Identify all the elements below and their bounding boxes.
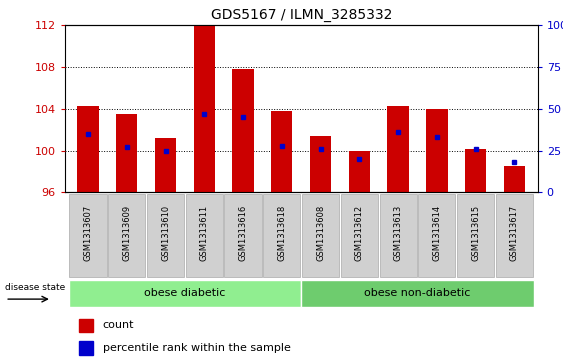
Text: disease state: disease state: [5, 283, 65, 291]
Title: GDS5167 / ILMN_3285332: GDS5167 / ILMN_3285332: [211, 8, 392, 22]
Text: percentile rank within the sample: percentile rank within the sample: [102, 343, 291, 353]
Bar: [387, 106, 409, 192]
Bar: [379, 194, 417, 277]
Text: GSM1313617: GSM1313617: [510, 205, 519, 261]
Text: GSM1313616: GSM1313616: [239, 205, 248, 261]
Bar: [69, 194, 106, 277]
Text: obese non-diabetic: obese non-diabetic: [364, 288, 471, 298]
Text: GSM1313609: GSM1313609: [122, 205, 131, 261]
Text: GSM1313607: GSM1313607: [83, 205, 92, 261]
Bar: [263, 194, 301, 277]
Bar: [465, 148, 486, 192]
Bar: [116, 114, 137, 192]
Bar: [79, 319, 93, 332]
Text: GSM1313618: GSM1313618: [278, 205, 287, 261]
Bar: [69, 280, 301, 307]
Bar: [496, 194, 533, 277]
Bar: [225, 194, 262, 277]
Text: GSM1313608: GSM1313608: [316, 205, 325, 261]
Bar: [348, 151, 370, 192]
Text: GSM1313610: GSM1313610: [161, 205, 170, 261]
Text: GSM1313613: GSM1313613: [394, 205, 403, 261]
Bar: [108, 194, 145, 277]
Bar: [341, 194, 378, 277]
Bar: [504, 166, 525, 192]
Text: count: count: [102, 321, 134, 330]
Text: GSM1313611: GSM1313611: [200, 205, 209, 261]
Bar: [271, 111, 293, 192]
Bar: [301, 280, 534, 307]
Bar: [147, 194, 184, 277]
Text: GSM1313615: GSM1313615: [471, 205, 480, 261]
Bar: [310, 136, 331, 192]
Bar: [186, 194, 223, 277]
Bar: [194, 25, 215, 192]
Bar: [426, 109, 448, 192]
Text: GSM1313612: GSM1313612: [355, 205, 364, 261]
Bar: [457, 194, 494, 277]
Text: obese diabetic: obese diabetic: [144, 288, 226, 298]
Text: GSM1313614: GSM1313614: [432, 205, 441, 261]
Bar: [418, 194, 455, 277]
Bar: [77, 106, 99, 192]
Bar: [155, 138, 176, 192]
Bar: [233, 69, 254, 192]
Bar: [302, 194, 339, 277]
Bar: [79, 342, 93, 355]
